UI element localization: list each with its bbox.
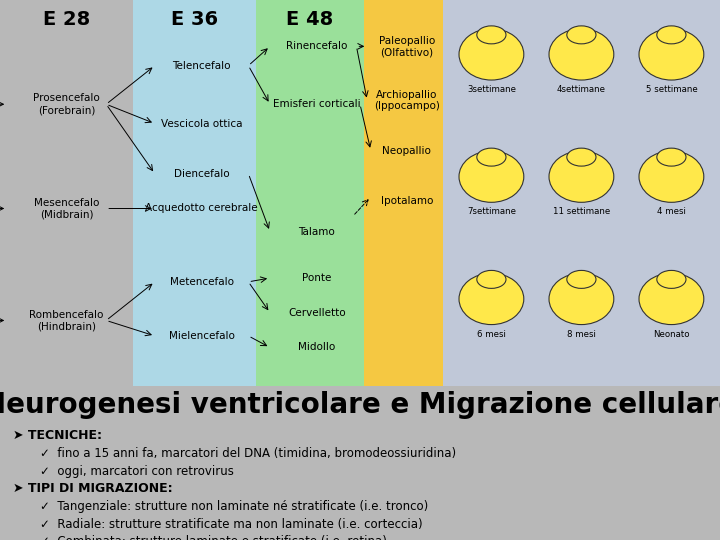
Text: Rombencefalo
(Hindbrain): Rombencefalo (Hindbrain) — [30, 309, 104, 331]
Ellipse shape — [549, 151, 613, 202]
Ellipse shape — [567, 26, 596, 44]
Ellipse shape — [549, 29, 613, 80]
Text: Neopallio: Neopallio — [382, 146, 431, 156]
Text: Vescicola ottica: Vescicola ottica — [161, 119, 243, 129]
Text: 4 mesi: 4 mesi — [657, 207, 686, 217]
Text: Prosencefalo
(Forebrain): Prosencefalo (Forebrain) — [33, 93, 100, 115]
Text: Neonato: Neonato — [653, 330, 690, 339]
Ellipse shape — [477, 26, 506, 44]
Bar — [0, 0, 133, 386]
Text: Diencefalo: Diencefalo — [174, 168, 230, 179]
Text: Midollo: Midollo — [298, 342, 336, 353]
Text: 8 mesi: 8 mesi — [567, 330, 596, 339]
Text: 4settimane: 4settimane — [557, 85, 606, 94]
Text: ➤ TIPI DI MIGRAZIONE:: ➤ TIPI DI MIGRAZIONE: — [13, 482, 173, 495]
Text: Mesencefalo
(Midbrain): Mesencefalo (Midbrain) — [34, 198, 99, 219]
Text: ✓  Radiale: strutture stratificate ma non laminate (i.e. corteccia): ✓ Radiale: strutture stratificate ma non… — [40, 518, 422, 531]
Text: ✓  Tangenziale: strutture non laminate né stratificate (i.e. tronco): ✓ Tangenziale: strutture non laminate né… — [40, 500, 428, 513]
Text: ✓  Combinata: strutture laminate e stratificate (i.e. retina): ✓ Combinata: strutture laminate e strati… — [40, 535, 387, 540]
Text: Talamo: Talamo — [298, 227, 336, 237]
Ellipse shape — [657, 148, 686, 166]
Text: Acquedotto cerebrale: Acquedotto cerebrale — [145, 204, 258, 213]
Text: Mielencefalo: Mielencefalo — [168, 331, 235, 341]
Text: 7settimane: 7settimane — [467, 207, 516, 217]
Text: Cervelletto: Cervelletto — [288, 308, 346, 318]
Ellipse shape — [459, 29, 523, 80]
Ellipse shape — [459, 273, 523, 325]
Ellipse shape — [459, 151, 523, 202]
Text: Paleopallio
(Olfattivo): Paleopallio (Olfattivo) — [379, 36, 435, 57]
Text: ➤ TECNICHE:: ➤ TECNICHE: — [13, 429, 102, 442]
Text: Archiopallio
(Ippocampo): Archiopallio (Ippocampo) — [374, 90, 440, 111]
Ellipse shape — [549, 273, 613, 325]
Text: Emisferi corticali: Emisferi corticali — [273, 99, 361, 109]
Text: Rinencefalo: Rinencefalo — [286, 42, 348, 51]
Text: E 36: E 36 — [171, 10, 218, 29]
Ellipse shape — [477, 148, 506, 166]
Text: 5 settimane: 5 settimane — [646, 85, 697, 94]
Bar — [364, 0, 443, 386]
Text: Telencefalo: Telencefalo — [172, 60, 231, 71]
Text: Neurogenesi ventricolare e Migrazione cellulare: Neurogenesi ventricolare e Migrazione ce… — [0, 391, 720, 418]
Bar — [133, 0, 256, 386]
Bar — [256, 0, 364, 386]
Text: ✓  fino a 15 anni fa, marcatori del DNA (timidina, bromodeossiuridina): ✓ fino a 15 anni fa, marcatori del DNA (… — [40, 447, 456, 460]
Ellipse shape — [567, 148, 596, 166]
Text: 6 mesi: 6 mesi — [477, 330, 506, 339]
Ellipse shape — [567, 271, 596, 288]
Ellipse shape — [639, 29, 703, 80]
Ellipse shape — [657, 26, 686, 44]
Ellipse shape — [657, 271, 686, 288]
Text: Ponte: Ponte — [302, 273, 331, 283]
Text: ✓  oggi, marcatori con retrovirus: ✓ oggi, marcatori con retrovirus — [40, 464, 233, 477]
Text: Metencefalo: Metencefalo — [170, 277, 233, 287]
Text: E 28: E 28 — [43, 10, 90, 29]
Text: E 48: E 48 — [286, 10, 333, 29]
Ellipse shape — [639, 151, 703, 202]
Bar — [443, 0, 720, 386]
Ellipse shape — [639, 273, 703, 325]
Text: Ipotalamo: Ipotalamo — [381, 196, 433, 206]
Text: 11 settimane: 11 settimane — [553, 207, 610, 217]
Text: 3settimane: 3settimane — [467, 85, 516, 94]
Ellipse shape — [477, 271, 506, 288]
